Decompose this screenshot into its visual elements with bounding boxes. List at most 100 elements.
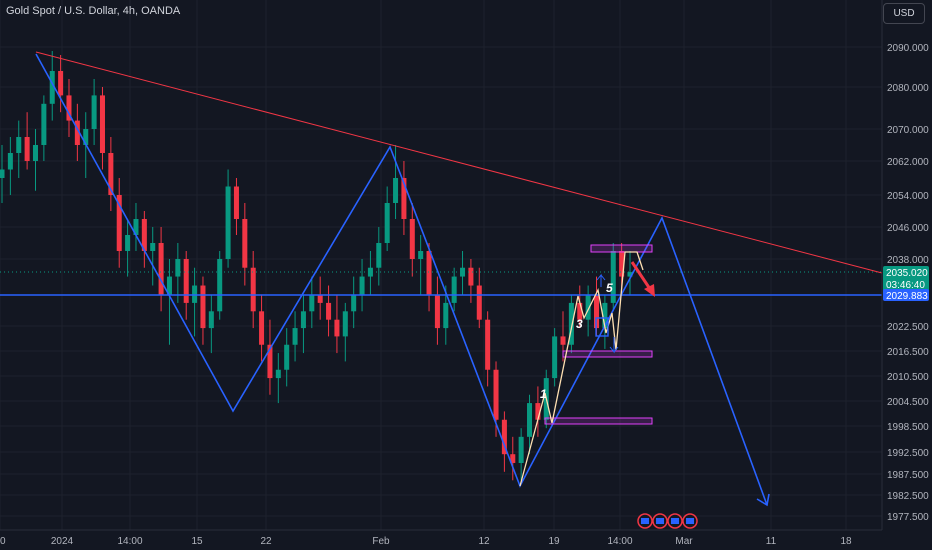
current-price-badge — [883, 266, 929, 292]
candle-body — [619, 251, 625, 277]
candle-body — [208, 311, 214, 329]
candle-body — [593, 294, 600, 329]
candle-body — [342, 311, 348, 337]
time-tick-label: 22 — [260, 536, 272, 547]
chart-title: Gold Spot / U.S. Dollar, 4h, OANDA — [6, 5, 181, 17]
candle-body — [183, 259, 189, 303]
time-tick-label: 15 — [191, 536, 203, 547]
candle-body — [284, 344, 290, 370]
candle-body — [317, 294, 323, 303]
pattern-arrow-head — [756, 493, 770, 507]
time-tick-label: Mar — [675, 536, 693, 547]
candle-body — [41, 103, 47, 145]
candle-body — [460, 267, 466, 277]
candles — [0, 51, 633, 481]
candle-body — [535, 403, 541, 420]
candle-body — [108, 153, 114, 195]
event-flag-icon — [671, 518, 679, 524]
price-tick-label: 1987.500 — [887, 470, 929, 481]
time-axis: 00 2024 14:00 15 22 Feb 12 19 14:00 Mar 11 18 — [0, 529, 932, 550]
wave-path — [519, 251, 644, 487]
candle-body — [225, 186, 231, 259]
candle-body — [443, 302, 449, 329]
candle-body — [627, 272, 633, 277]
event-flag-icon — [686, 518, 694, 524]
candle-body — [74, 120, 80, 145]
currency-button[interactable]: USD — [883, 3, 925, 24]
time-tick-label: 11 — [766, 536, 777, 547]
candle-body — [275, 369, 281, 379]
zone-box — [544, 417, 653, 425]
price-tick-label: 2090.000 — [887, 43, 929, 54]
candle-body — [493, 369, 499, 420]
candle-body — [577, 302, 583, 320]
projection-arrow-head — [644, 284, 655, 297]
time-tick-label: Feb — [372, 536, 390, 547]
price-tick-label: 2010.500 — [887, 372, 929, 383]
candle-body — [367, 267, 373, 277]
time-tick-label: 18 — [840, 536, 852, 547]
overlays: 1 3 5 — [0, 51, 883, 529]
candle-body — [125, 235, 131, 251]
price-tick-label: 2062.000 — [887, 157, 929, 168]
wave-label: 5 — [606, 281, 613, 295]
price-tick-label: 2038.000 — [887, 255, 929, 266]
candle-body — [602, 302, 608, 329]
up-arrow — [596, 273, 606, 287]
candle-body — [116, 195, 122, 251]
down-arrow — [609, 337, 619, 354]
candle-body — [568, 302, 574, 345]
candle-body — [133, 219, 139, 235]
wave-box — [595, 317, 609, 337]
candle-body — [292, 328, 298, 345]
price-tick-label: 1977.500 — [887, 512, 929, 523]
candle-body — [217, 259, 223, 312]
price-tick-label: 1982.500 — [887, 491, 929, 502]
candle-body — [560, 336, 566, 345]
candle-body — [166, 276, 172, 295]
wave-label: 3 — [576, 317, 583, 331]
resistance-trendline — [35, 51, 883, 274]
candle-body — [267, 344, 273, 379]
candle-body — [401, 178, 407, 219]
candle-body — [300, 311, 306, 329]
candle-body — [334, 319, 340, 337]
candle-body — [91, 95, 97, 129]
candle-body — [259, 311, 265, 345]
candle-body — [24, 137, 30, 161]
event-flag-icon — [641, 518, 649, 524]
candle-body — [200, 285, 206, 329]
candle-body — [409, 219, 415, 259]
candle-body — [83, 129, 89, 145]
price-tick-label: 2022.500 — [887, 322, 929, 333]
countdown-label: 03:46:40 — [886, 280, 925, 291]
candle-body — [393, 178, 399, 203]
candle-body — [510, 454, 516, 463]
price-tick-label: 2054.000 — [887, 191, 929, 202]
candle-body — [426, 251, 432, 295]
candle-body — [32, 145, 39, 161]
time-tick-label: 12 — [478, 536, 490, 547]
candle-body — [49, 71, 55, 104]
zone-box — [590, 244, 653, 253]
candle-body — [585, 294, 591, 320]
candle-body — [468, 267, 474, 286]
candle-body — [434, 294, 440, 329]
current-price-label: 2035.020 — [886, 268, 928, 279]
candle-body — [150, 243, 156, 251]
candle-body — [0, 169, 5, 178]
price-tick-label: 2046.000 — [887, 223, 929, 234]
level-price-badge — [883, 289, 929, 301]
candle-body — [476, 285, 482, 320]
candle-body — [359, 276, 365, 295]
grid — [0, 0, 882, 530]
price-tick-label: 1992.500 — [887, 448, 929, 459]
candle-body — [158, 243, 164, 295]
candle-body — [552, 336, 558, 379]
candle-body — [451, 276, 457, 303]
pattern-path — [35, 53, 768, 506]
candle-body — [58, 71, 64, 96]
candle-body — [351, 294, 357, 312]
